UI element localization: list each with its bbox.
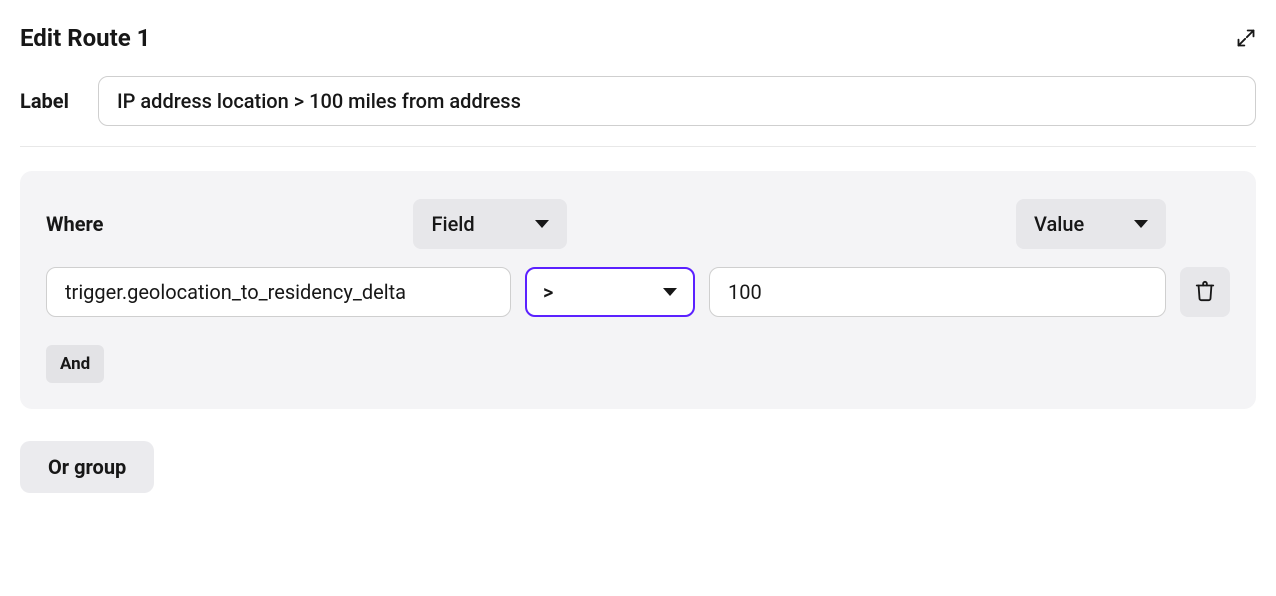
delete-condition-button[interactable] xyxy=(1180,267,1230,317)
where-label: Where xyxy=(46,212,103,236)
page-title: Edit Route 1 xyxy=(20,24,150,52)
chevron-down-icon xyxy=(663,288,677,296)
value-type-dropdown[interactable]: Value xyxy=(1016,199,1166,249)
where-panel: Where Field Value > xyxy=(20,171,1256,409)
condition-field-input[interactable] xyxy=(46,267,511,317)
condition-row: > xyxy=(46,267,1230,317)
add-or-group-button[interactable]: Or group xyxy=(20,441,154,493)
condition-value-input[interactable] xyxy=(709,267,1166,317)
field-type-dropdown-label: Field xyxy=(431,212,474,236)
field-type-dropdown[interactable]: Field xyxy=(413,199,567,249)
add-and-button[interactable]: And xyxy=(46,345,104,383)
expand-icon[interactable] xyxy=(1236,28,1256,48)
chevron-down-icon xyxy=(1134,220,1148,228)
trash-icon xyxy=(1194,280,1216,305)
label-field-label: Label xyxy=(20,89,78,113)
route-label-input[interactable] xyxy=(98,76,1256,126)
divider xyxy=(20,146,1256,147)
value-type-dropdown-label: Value xyxy=(1034,212,1084,236)
chevron-down-icon xyxy=(535,220,549,228)
operator-dropdown[interactable]: > xyxy=(525,267,695,317)
operator-dropdown-label: > xyxy=(543,280,553,304)
